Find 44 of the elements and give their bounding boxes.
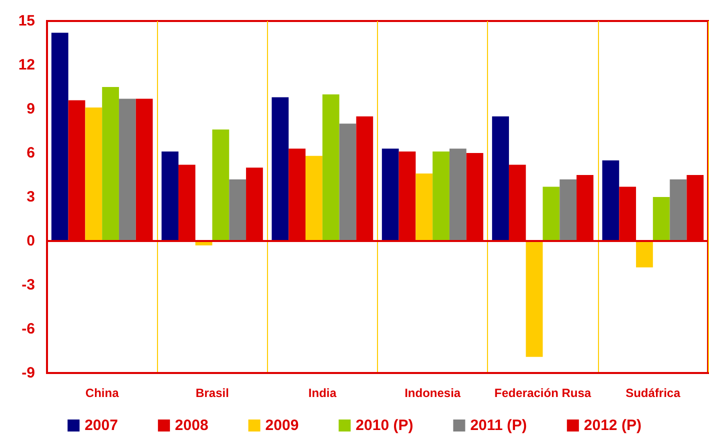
bar [636,241,653,268]
y-tick-label: -9 [22,364,35,382]
y-tick-label: 0 [26,232,35,250]
x-tick-label: China [85,386,120,400]
bar [560,179,577,241]
legend-label: 2011 (P) [470,417,527,434]
legend-label: 2007 [84,417,118,434]
y-tick-label: 3 [26,188,35,206]
bar [652,197,670,241]
bar [102,87,119,241]
bar [416,174,433,241]
bar [542,186,560,241]
y-tick-label: 9 [26,100,35,118]
x-tick-label: Brasil [196,386,229,400]
x-tick-label: Federación Rusa [494,386,592,400]
legend-label: 2008 [174,417,208,434]
bar [85,108,102,241]
y-tick-label: 12 [18,56,35,74]
legend-label: 2012 (P) [584,417,642,434]
x-tick-label: Indonesia [404,386,461,400]
legend-label: 2010 (P) [356,417,414,434]
bar [118,98,136,241]
bar [51,32,68,241]
bar [162,152,178,241]
bar [229,179,246,241]
bar [322,94,340,241]
bar [306,156,322,241]
legend-label: 2009 [265,417,299,434]
bar [382,148,399,241]
bar [339,124,356,241]
y-tick-label: -6 [22,320,35,338]
x-tick-label: Sudáfrica [626,386,681,400]
bar [212,130,230,241]
bar [670,179,687,241]
bar [432,152,450,241]
y-tick-label: 15 [18,12,35,30]
bar [449,148,466,241]
bar [602,160,620,241]
y-tick-label: -3 [22,276,35,294]
x-tick-label: India [308,386,337,400]
bar [526,241,543,357]
y-tick-label: 6 [26,144,35,162]
bar [492,116,509,241]
bar [272,97,289,241]
